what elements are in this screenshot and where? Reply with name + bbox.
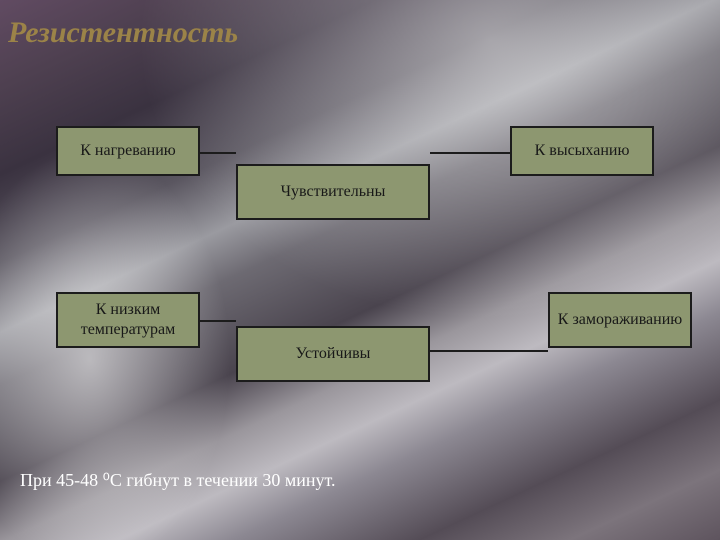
node-drying: К высыханию — [510, 126, 654, 176]
node-drying-label: К высыханию — [535, 141, 630, 161]
connector-line — [430, 350, 548, 352]
node-sensitive: Чувствительны — [236, 164, 430, 220]
connector-line — [200, 152, 236, 154]
node-lowtemp-label: К низким температурам — [58, 300, 198, 340]
footer-text: При 45-48 ⁰С гибнут в течении 30 минут. — [20, 470, 336, 491]
node-freeze-label: К замораживанию — [558, 310, 682, 330]
connector-line — [430, 152, 510, 154]
node-stable: Устойчивы — [236, 326, 430, 382]
page-title: Резистентность — [8, 16, 238, 50]
node-heating: К нагреванию — [56, 126, 200, 176]
node-lowtemp: К низким температурам — [56, 292, 200, 348]
connector-line — [200, 320, 236, 322]
node-sensitive-label: Чувствительны — [281, 182, 386, 202]
node-stable-label: Устойчивы — [296, 344, 371, 364]
node-freeze: К замораживанию — [548, 292, 692, 348]
node-heating-label: К нагреванию — [80, 141, 176, 161]
